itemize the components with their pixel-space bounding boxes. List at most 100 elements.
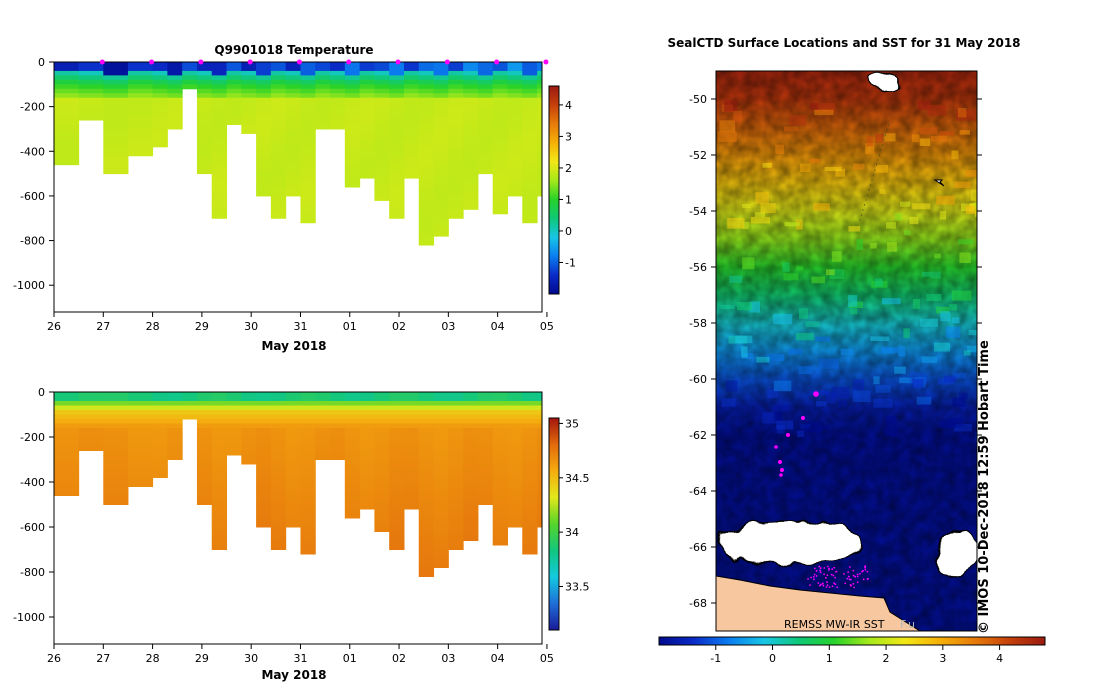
sst-patch <box>733 110 742 122</box>
temperature-cell <box>344 75 361 81</box>
salinity-cell <box>127 423 154 429</box>
sst-patch <box>783 273 799 281</box>
temperature-cell <box>463 169 479 175</box>
colorbar-tick-label: 34.5 <box>565 472 590 485</box>
salinity-cell <box>344 477 361 483</box>
salinity-cell <box>285 486 301 492</box>
salinity-cell <box>285 450 301 456</box>
salinity-cell <box>256 482 272 487</box>
salinity-cell <box>196 405 213 411</box>
temperature-cell <box>492 146 508 152</box>
temperature-cell <box>507 62 523 67</box>
sst-patch <box>754 212 765 218</box>
salinity-cell <box>403 464 420 469</box>
temperature-cell <box>315 120 331 125</box>
salinity-cell <box>256 410 272 415</box>
temperature-cell <box>359 115 375 121</box>
salinity-cell <box>127 468 154 474</box>
x-tick-label: 31 <box>293 320 307 333</box>
temperature-cell <box>537 133 542 139</box>
salinity-cell <box>241 405 257 411</box>
temperature-cell <box>463 142 479 148</box>
salinity-cell <box>211 464 228 469</box>
salinity-cell <box>285 513 301 519</box>
salinity-cell <box>418 491 435 496</box>
temperature-cell <box>389 151 405 157</box>
salinity-cell <box>359 464 375 469</box>
temperature-cell <box>418 120 435 125</box>
temperature-cell <box>389 66 405 72</box>
salinity-cell <box>256 459 272 465</box>
salinity-cell <box>182 401 198 406</box>
temperature-cell <box>477 160 494 166</box>
temperature-cell <box>78 106 104 112</box>
temperature-cell <box>389 200 405 206</box>
temperature-cell <box>285 182 301 188</box>
temperature-cell <box>418 200 435 206</box>
temperature-cell <box>477 124 494 130</box>
salinity-cell <box>418 495 435 501</box>
temperature-cell <box>152 137 168 143</box>
temperature-cell <box>448 178 464 184</box>
temperature-cell <box>433 75 449 81</box>
sst-patch <box>968 330 977 336</box>
salinity-cell <box>433 563 449 568</box>
salinity-cell <box>127 477 154 483</box>
temperature-cell <box>300 151 316 157</box>
temperature-cell <box>344 70 361 76</box>
salinity-cell <box>507 401 523 406</box>
salinity-cell <box>403 482 420 487</box>
temperature-cell <box>285 97 301 103</box>
salinity-cell <box>211 423 228 429</box>
salinity-cell <box>507 450 523 456</box>
salinity-cell <box>418 410 435 415</box>
salinity-cell <box>433 477 449 483</box>
track-point <box>828 568 830 571</box>
track-point <box>818 565 821 568</box>
salinity-cell <box>315 437 331 442</box>
temperature-cell <box>418 218 435 224</box>
salinity-cell <box>270 423 287 429</box>
salinity-cell <box>344 500 361 505</box>
temperature-cell <box>285 169 301 175</box>
temperature-cell <box>152 97 168 103</box>
salinity-cell <box>448 414 464 420</box>
salinity-cell <box>448 536 464 541</box>
sst-patch <box>911 134 920 143</box>
sst-patch <box>939 211 947 220</box>
temperature-cell <box>492 70 508 76</box>
salinity-cell <box>211 396 228 402</box>
salinity-cell <box>418 432 435 438</box>
sst-patch <box>848 295 858 307</box>
temperature-colorbar <box>548 85 560 295</box>
salinity-cell <box>389 545 405 550</box>
salinity-cell <box>152 401 168 406</box>
temperature-cell <box>300 120 316 125</box>
salinity-cell <box>537 486 542 492</box>
temperature-cell <box>256 151 272 157</box>
temperature-cell <box>448 62 464 67</box>
temperature-cell <box>448 173 464 179</box>
temperature-cell <box>507 155 523 161</box>
salinity-cell <box>256 432 272 438</box>
temperature-cell <box>477 115 494 121</box>
temperature-cell <box>463 75 479 81</box>
temperature-cell <box>477 133 494 139</box>
temperature-cell <box>226 66 242 72</box>
temperature-cell <box>152 115 168 121</box>
temperature-cell <box>285 164 301 170</box>
temperature-cell <box>463 146 479 152</box>
track-point <box>819 567 822 570</box>
temperature-cell <box>270 93 287 99</box>
temperature-cell <box>300 195 316 201</box>
temperature-cell <box>285 191 301 197</box>
temperature-cell <box>226 102 242 108</box>
salinity-cell <box>54 464 80 469</box>
salinity-cell <box>256 446 272 451</box>
salinity-cell <box>448 486 464 492</box>
salinity-cell <box>389 450 405 456</box>
temperature-cell <box>374 146 390 152</box>
salinity-cell <box>103 486 129 492</box>
salinity-cell <box>285 455 301 460</box>
temperature-cell <box>418 146 435 152</box>
